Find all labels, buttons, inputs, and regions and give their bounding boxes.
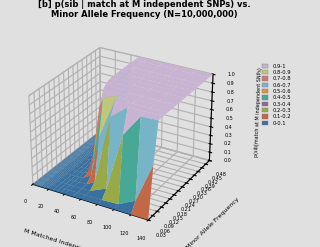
Y-axis label: Minor Allele Frequency: Minor Allele Frequency (186, 196, 241, 247)
Legend: 0.9-1, 0.8-0.9, 0.7-0.8, 0.6-0.7, 0.5-0.6, 0.4-0.5, 0.3-0.4, 0.2-0.3, 0.1-0.2, 0: 0.9-1, 0.8-0.9, 0.7-0.8, 0.6-0.7, 0.5-0.… (261, 63, 292, 126)
X-axis label: M Matched Independent SNPs: M Matched Independent SNPs (23, 228, 115, 247)
Text: [b] p(sib | match at M independent SNPs) vs.
Minor Allele Frequency (N=10,000,00: [b] p(sib | match at M independent SNPs)… (38, 0, 250, 20)
